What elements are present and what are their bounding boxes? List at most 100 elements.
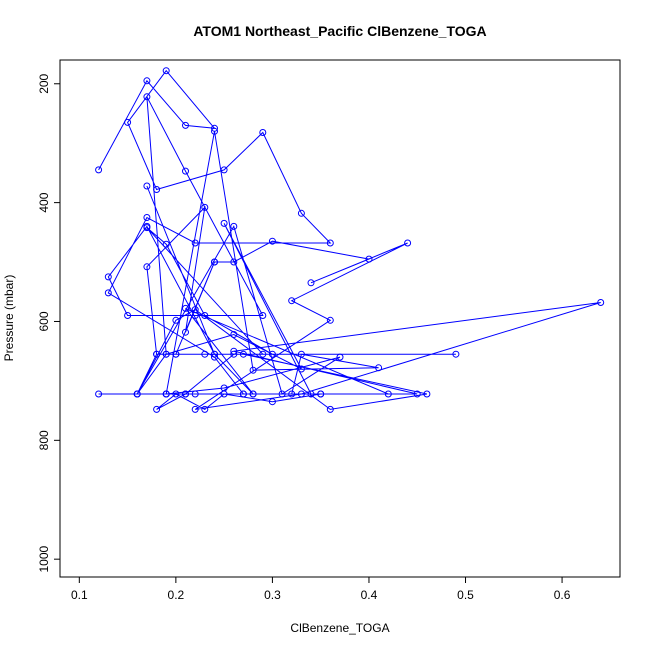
data-point (153, 186, 161, 193)
data-point (95, 166, 103, 174)
data-point (413, 390, 421, 398)
x-tick-label: 0.3 (264, 588, 281, 602)
data-point (201, 203, 209, 211)
data-point (172, 350, 180, 358)
y-tick-label: 800 (37, 430, 51, 450)
data-point (191, 306, 199, 314)
data-point (249, 366, 257, 374)
data-point (201, 405, 209, 413)
data-point (297, 209, 305, 217)
data-point (191, 239, 199, 247)
data-point (182, 390, 189, 398)
data-point (133, 390, 141, 398)
data-point (268, 350, 276, 358)
data-point (259, 312, 267, 319)
data-point (230, 347, 238, 355)
x-tick-label: 0.1 (71, 588, 88, 602)
y-tick-label: 1000 (37, 546, 51, 573)
y-tick-label: 400 (37, 192, 51, 212)
data-point (297, 365, 305, 373)
data-point (211, 353, 218, 361)
data-point (230, 331, 238, 338)
data-point (211, 258, 218, 266)
data-point (104, 273, 112, 281)
x-tick-label: 0.6 (554, 588, 571, 602)
data-point (162, 67, 170, 75)
data-point (307, 279, 315, 287)
data-point (124, 312, 132, 319)
data-point (423, 390, 431, 398)
data-point (326, 316, 334, 324)
data-point (597, 299, 605, 306)
data-point (182, 167, 189, 175)
data-point (211, 350, 218, 358)
data-point (297, 350, 305, 358)
chart-title: ATOM1 Northeast_Pacific ClBenzene_TOGA (193, 23, 486, 39)
data-point (143, 93, 151, 101)
series-line (98, 69, 601, 410)
data-point (239, 390, 247, 398)
data-point (143, 224, 151, 232)
data-point (201, 312, 209, 319)
data-point (288, 390, 296, 398)
x-tick-label: 0.5 (457, 588, 474, 602)
data-point (297, 390, 305, 398)
data-point (211, 127, 218, 135)
data-point (104, 289, 112, 297)
data-point (211, 124, 218, 132)
y-axis: 200 400 600 800 1000 (37, 73, 60, 573)
data-point (220, 384, 228, 392)
data-point (230, 350, 238, 358)
data-point (191, 405, 199, 413)
data-point (317, 390, 325, 398)
data-point (259, 129, 267, 136)
data-point (182, 121, 189, 129)
data-point (375, 364, 383, 372)
data-point (95, 390, 103, 398)
data-point (249, 390, 257, 398)
x-axis-label: ClBenzene_TOGA (290, 621, 389, 635)
data-point (288, 297, 296, 305)
data-point (201, 350, 209, 358)
data-point (162, 350, 170, 358)
data-point (143, 182, 151, 190)
data-point (153, 405, 161, 413)
data-point (326, 239, 334, 247)
data-point (452, 350, 460, 358)
data-point (384, 390, 392, 398)
data-point (143, 263, 151, 271)
y-tick-label: 600 (37, 311, 51, 331)
data-point (230, 222, 238, 230)
data-point (143, 214, 151, 221)
data-point (365, 255, 373, 263)
data-point (259, 350, 267, 358)
data-point (239, 350, 247, 358)
data-point (162, 240, 170, 248)
data-point (220, 219, 228, 227)
data-point (307, 390, 315, 398)
data-point (268, 237, 276, 245)
data-point (153, 350, 161, 358)
data-point (191, 390, 199, 398)
data-point (326, 405, 334, 413)
x-axis: 0.1 0.2 0.3 0.4 0.5 0.6 (71, 577, 571, 602)
data-point (220, 166, 228, 174)
data-point (182, 328, 189, 336)
data-point (336, 353, 344, 361)
data-point (143, 77, 151, 85)
data-point (404, 239, 412, 247)
data-point (172, 316, 180, 324)
data-point (172, 390, 180, 398)
data-point (182, 304, 189, 312)
data-point (278, 390, 286, 398)
y-tick-label: 200 (37, 73, 51, 93)
y-axis-label: Pressure (mbar) (2, 275, 16, 362)
data-point (268, 398, 276, 406)
x-tick-label: 0.4 (361, 588, 378, 602)
data-point (124, 118, 132, 126)
plot-frame (59, 59, 621, 578)
x-tick-label: 0.2 (168, 588, 185, 602)
data-point (162, 390, 170, 398)
series-layer (95, 67, 605, 413)
